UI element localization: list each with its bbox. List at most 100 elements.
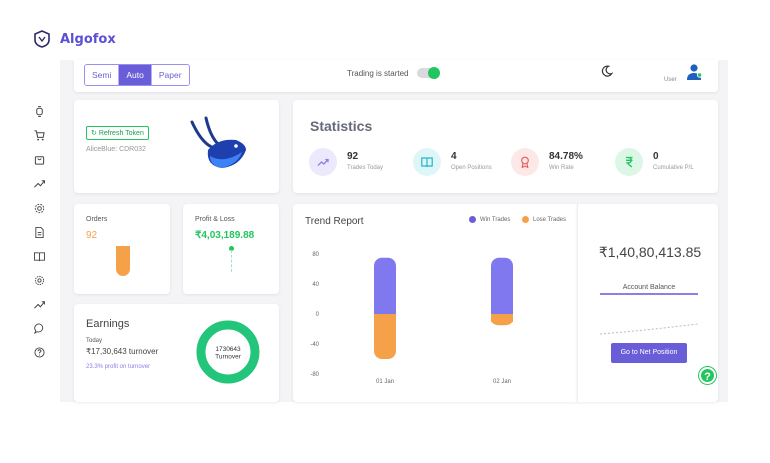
stat-open-positions: 4 Open Positions xyxy=(413,148,513,178)
stat-icon-circle xyxy=(309,148,337,176)
turnover-donut-chart: 1730643 Turnover xyxy=(196,320,260,384)
stat-icon-circle xyxy=(511,148,539,176)
app-name: Algofox xyxy=(60,31,116,47)
bar-win xyxy=(491,257,513,314)
sidebar-item-book[interactable] xyxy=(28,249,50,263)
stat-label: Win Rate xyxy=(549,165,574,171)
bar-win xyxy=(374,257,396,314)
help-icon xyxy=(33,346,45,358)
sidebar-item-chat[interactable] xyxy=(28,321,50,335)
y-tick-label: -80 xyxy=(310,372,319,378)
earnings-today-label: Today xyxy=(86,338,103,344)
stat-value: 0 xyxy=(653,151,659,162)
stat-value: 4 xyxy=(451,151,457,162)
donut-value: 1730643 xyxy=(215,346,241,353)
stat-icon-circle xyxy=(615,148,643,176)
mode-paper-button[interactable]: Paper xyxy=(151,65,189,85)
y-tick-label: 0 xyxy=(316,312,320,318)
orders-value: 92 xyxy=(86,230,98,241)
donut-label: Turnover xyxy=(215,354,242,361)
sidebar-item-document[interactable] xyxy=(28,225,50,239)
sidebar-item-settings[interactable] xyxy=(28,201,50,215)
cart-icon xyxy=(33,129,45,141)
broker-client-id: AliceBlue: CDR032 xyxy=(86,146,146,153)
profit-loss-card: Profit & Loss ₹4,03,189.88 xyxy=(183,204,279,294)
x-tick-label: 01 Jan xyxy=(376,379,394,385)
sidebar-item-bag[interactable] xyxy=(28,152,50,166)
stat-win-rate: 84.78% Win Rate xyxy=(511,148,611,178)
refresh-token-label: Refresh Token xyxy=(98,130,144,137)
trend-report-title: Trend Report xyxy=(305,216,364,227)
sidebar-item-cart[interactable] xyxy=(28,128,50,142)
sidebar-item-help[interactable] xyxy=(28,345,50,359)
topbar: Semi Auto Paper Trading is started User xyxy=(74,60,718,92)
broker-logo-icon xyxy=(190,116,246,168)
y-tick-label: 80 xyxy=(312,252,319,258)
bar-base-win xyxy=(491,306,513,314)
dashboard-panel: Semi Auto Paper Trading is started User xyxy=(60,60,728,402)
help-button[interactable]: ? xyxy=(699,367,716,384)
bar-base-win xyxy=(374,306,396,314)
legend-lose-label: Lose Trades xyxy=(533,216,567,223)
fox-logo-icon xyxy=(34,30,50,48)
stat-label: Cumulative P/L xyxy=(653,165,694,171)
stat-label: Open Positions xyxy=(451,165,492,171)
stat-icon-circle xyxy=(413,148,441,176)
mode-auto-button[interactable]: Auto xyxy=(119,65,152,85)
trend-report-card: Trend Report Win Trades Lose Trades 80 40… xyxy=(293,204,577,402)
earnings-card: Earnings Today ₹17,30,643 turnover 23.3%… xyxy=(74,304,279,402)
book-icon xyxy=(421,157,433,168)
earnings-turnover: ₹17,30,643 turnover xyxy=(86,347,159,356)
profit-loss-sparkline-dot xyxy=(229,246,234,251)
trending-up-icon xyxy=(33,179,45,188)
sidebar-item-trend-2[interactable] xyxy=(28,297,50,311)
user-avatar-icon xyxy=(687,64,702,80)
trend-icon xyxy=(317,158,329,166)
document-icon xyxy=(34,226,44,238)
refresh-token-button[interactable]: ↻ Refresh Token xyxy=(86,126,149,140)
refresh-icon: ↻ xyxy=(91,130,97,137)
trading-status-label: Trading is started xyxy=(347,68,409,78)
profit-loss-label: Profit & Loss xyxy=(195,216,235,223)
bar-lose xyxy=(374,314,396,359)
bag-icon xyxy=(34,155,44,165)
profit-loss-value: ₹4,03,189.88 xyxy=(195,230,255,241)
y-tick-label: -40 xyxy=(310,342,319,348)
balance-sparkline xyxy=(600,323,698,335)
y-tick-label: 40 xyxy=(312,282,319,288)
sidebar-item-trend[interactable] xyxy=(28,176,50,190)
stat-value: 92 xyxy=(347,151,359,162)
account-balance-value: ₹1,40,80,413.85 xyxy=(598,244,702,260)
stat-trades-today: 92 Trades Today xyxy=(309,148,409,178)
legend-win-dot xyxy=(469,216,476,223)
account-balance-label: Account Balance xyxy=(600,284,698,295)
mode-selector: Semi Auto Paper xyxy=(84,64,190,86)
trend-report-chart: 80 40 0 -40 -80 01 Jan 02 Jan xyxy=(310,252,513,385)
user-menu[interactable]: User xyxy=(664,63,724,89)
app-logo[interactable]: Algofox xyxy=(34,30,116,48)
legend-lose-dot xyxy=(522,216,529,223)
sidebar-item-gear[interactable] xyxy=(28,273,50,287)
net-position-button[interactable]: Go to Net Position xyxy=(611,343,687,363)
chat-icon xyxy=(33,322,43,334)
watch-icon xyxy=(35,105,43,117)
stat-cumulative-pl: 0 Cumulative P/L xyxy=(615,148,715,178)
rupee-icon xyxy=(625,156,633,168)
stat-value: 84.78% xyxy=(549,151,583,162)
statistics-card: Statistics 92 Trades Today 4 Open Positi… xyxy=(293,100,718,193)
sidebar-item-watch[interactable] xyxy=(28,104,50,118)
user-label: User xyxy=(664,77,677,83)
bar-base-lose xyxy=(491,314,513,322)
stat-label: Trades Today xyxy=(347,165,384,171)
trading-toggle[interactable] xyxy=(416,67,440,79)
donut-ring xyxy=(196,320,260,384)
bar-base-lose xyxy=(374,314,396,322)
legend-win: Win Trades xyxy=(469,216,510,223)
orders-label: Orders xyxy=(86,216,108,223)
earnings-title: Earnings xyxy=(86,318,130,330)
profit-loss-sparkline-line xyxy=(231,250,232,272)
gear-icon xyxy=(34,275,44,285)
mode-semi-button[interactable]: Semi xyxy=(85,65,120,85)
dark-mode-moon-icon[interactable] xyxy=(601,65,613,77)
trending-up-icon xyxy=(33,300,45,309)
